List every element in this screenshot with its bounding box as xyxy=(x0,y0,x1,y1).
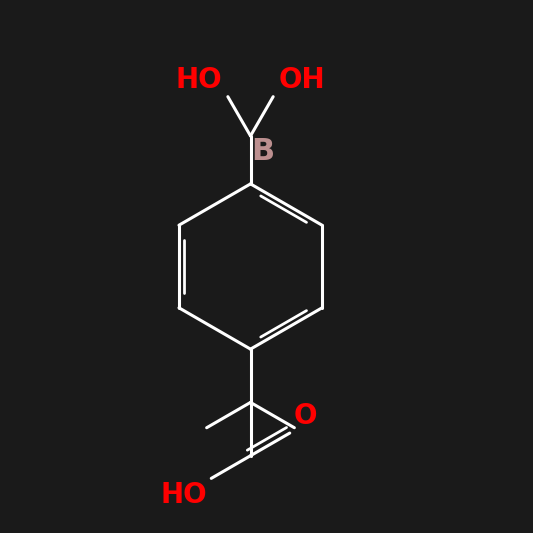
Text: OH: OH xyxy=(278,66,325,94)
Text: O: O xyxy=(294,402,318,431)
Text: B: B xyxy=(252,137,274,166)
Text: HO: HO xyxy=(160,481,207,509)
Text: HO: HO xyxy=(176,66,223,94)
